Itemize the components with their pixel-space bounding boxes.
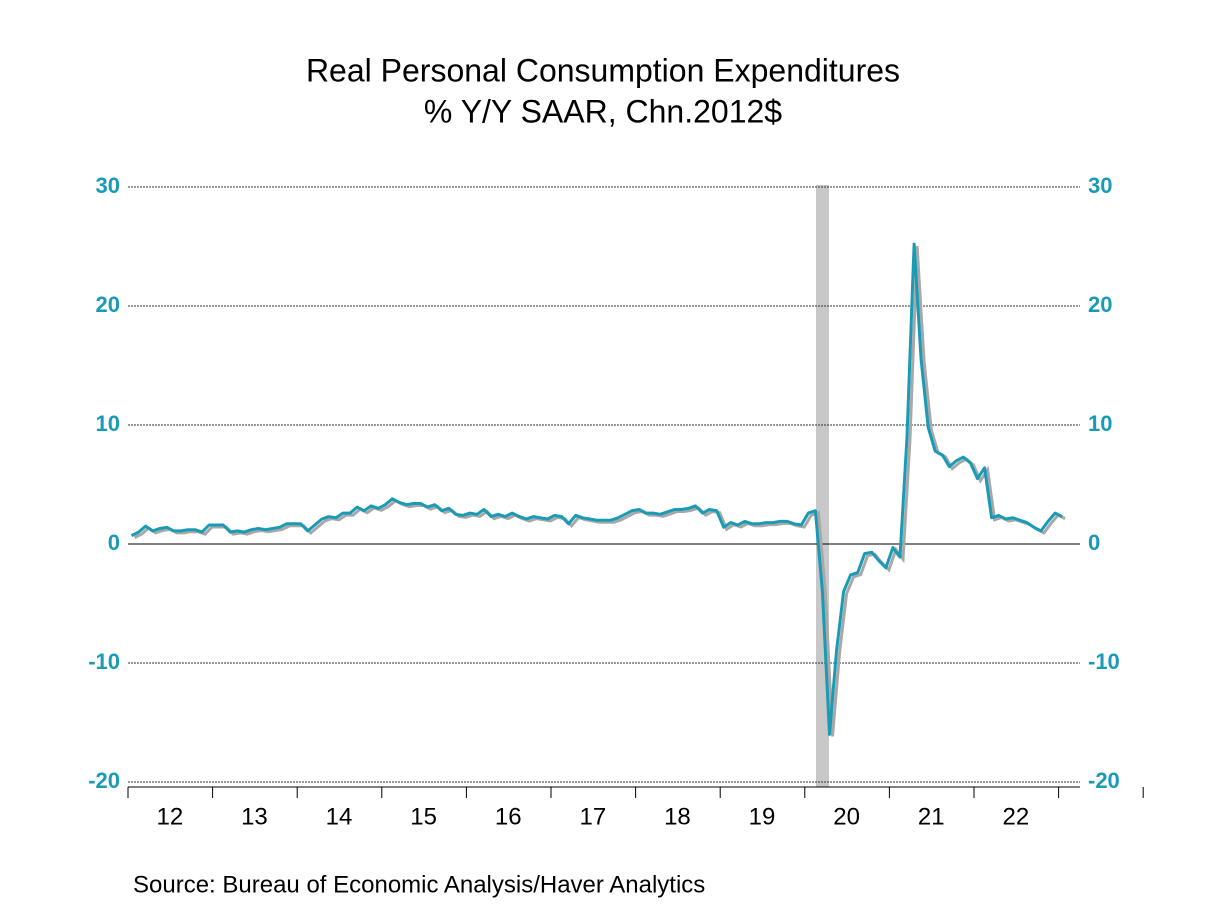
y-tick-label: 30 <box>96 173 120 198</box>
x-tick-label: 14 <box>326 803 353 830</box>
line-shadow <box>133 246 1066 737</box>
x-tick-label: 21 <box>918 803 945 830</box>
y2-tick-label: 20 <box>1088 292 1112 317</box>
source-note: Source: Bureau of Economic Analysis/Have… <box>133 871 705 898</box>
y2-tick-label: 0 <box>1088 530 1100 555</box>
y-tick-label: -20 <box>88 768 120 793</box>
x-tick-label: 19 <box>749 803 776 830</box>
y2-tick-label: -20 <box>1088 768 1120 793</box>
x-tick-label: 13 <box>241 803 268 830</box>
y2-tick-label: -10 <box>1088 649 1120 674</box>
y-tick-label: -10 <box>88 649 120 674</box>
y-tick-label: 10 <box>96 411 120 436</box>
x-tick-label: 18 <box>664 803 691 830</box>
chart-title: Real Personal Consumption Expenditures <box>306 52 900 88</box>
x-tick-label: 15 <box>410 803 437 830</box>
series-line <box>130 242 1063 736</box>
y-tick-label: 20 <box>96 292 120 317</box>
y2-tick-label: 10 <box>1088 411 1112 436</box>
chart-subtitle: % Y/Y SAAR, Chn.2012$ <box>424 93 782 129</box>
x-tick-label: 20 <box>833 803 860 830</box>
x-tick-label: 17 <box>579 803 606 830</box>
y-tick-label: 0 <box>108 530 120 555</box>
x-tick-label: 22 <box>1002 803 1029 830</box>
y2-tick-label: 30 <box>1088 173 1112 198</box>
x-tick-label: 16 <box>495 803 522 830</box>
x-tick-label: 12 <box>156 803 183 830</box>
